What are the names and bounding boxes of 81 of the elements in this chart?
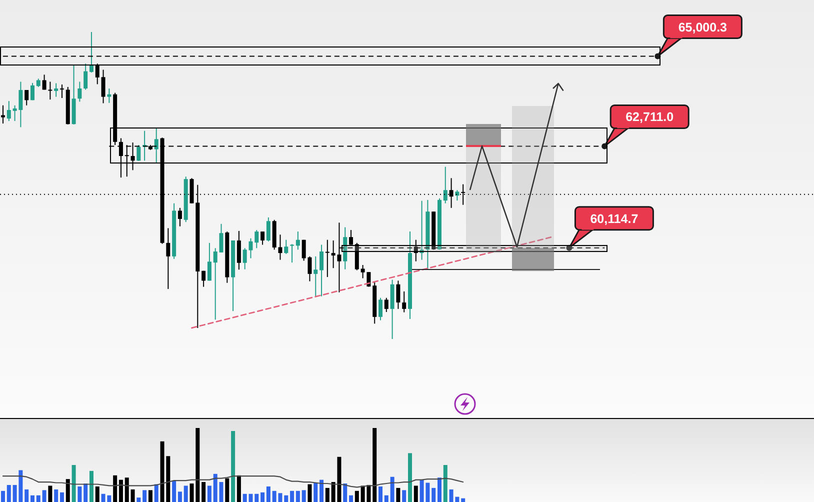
bar [349, 495, 354, 502]
bar [1, 490, 5, 502]
bar [78, 486, 82, 502]
candlestick [396, 280, 400, 310]
candlestick [42, 74, 46, 90]
bar [6, 484, 11, 502]
bar [207, 486, 212, 502]
candlestick [290, 244, 294, 264]
bar [266, 486, 270, 502]
candlestick [296, 231, 300, 250]
bar [36, 495, 40, 502]
candlestick [166, 228, 170, 290]
candlestick [260, 231, 265, 246]
candlestick [202, 270, 206, 288]
candlestick [95, 63, 100, 85]
candlestick [48, 81, 52, 100]
bar [184, 486, 188, 502]
candlestick [254, 230, 259, 249]
candlestick [101, 69, 106, 104]
candlestick [6, 100, 11, 122]
bar [178, 492, 182, 502]
bar [443, 465, 448, 502]
bar [89, 470, 94, 502]
candlestick [1, 104, 5, 124]
bar [136, 498, 141, 502]
bar [378, 486, 383, 502]
bar [290, 490, 294, 502]
candlestick [178, 207, 182, 227]
candlestick [107, 88, 112, 104]
bar [343, 484, 348, 502]
bar [320, 480, 324, 502]
bar [384, 495, 388, 502]
bar [437, 478, 442, 502]
candlestick [24, 90, 29, 106]
candlestick [78, 81, 82, 102]
candlestick [384, 297, 388, 312]
candlestick [420, 200, 424, 260]
annotation: 60,114.7 [590, 212, 638, 226]
candlestick [402, 290, 406, 313]
candlestick [60, 84, 64, 99]
bar [172, 480, 176, 502]
annotation: 62,711.0 [626, 110, 674, 124]
bar [24, 489, 29, 502]
bar [432, 488, 436, 502]
candlestick [30, 82, 34, 101]
candlestick [84, 63, 88, 90]
candlestick [349, 230, 354, 246]
bar [60, 492, 64, 502]
bar [42, 490, 46, 502]
bar [142, 490, 147, 502]
annotation: 65,000.3 [678, 20, 728, 34]
candlestick [236, 230, 241, 270]
candlestick [325, 239, 330, 278]
bar [390, 476, 394, 502]
bar [154, 484, 158, 502]
candlestick [207, 242, 212, 282]
bar [72, 465, 76, 502]
candlestick [136, 144, 141, 162]
bar [254, 494, 259, 502]
bar [402, 490, 406, 502]
bar [260, 492, 265, 502]
candlestick [284, 239, 288, 254]
candlestick [266, 216, 270, 242]
bar [302, 490, 306, 502]
candlestick [89, 32, 94, 74]
bar [54, 489, 58, 502]
candlestick [154, 127, 158, 163]
bar [408, 453, 412, 502]
bar [30, 495, 34, 502]
bar [461, 498, 466, 502]
bar [296, 490, 300, 502]
bar [231, 430, 236, 502]
bar [314, 482, 318, 502]
candlestick [320, 244, 324, 297]
candlestick [54, 82, 58, 98]
bar [84, 484, 88, 502]
bar [284, 495, 288, 502]
candlestick [314, 256, 318, 297]
candlestick [378, 297, 383, 321]
candlestick [455, 190, 460, 202]
candlestick [443, 166, 448, 204]
